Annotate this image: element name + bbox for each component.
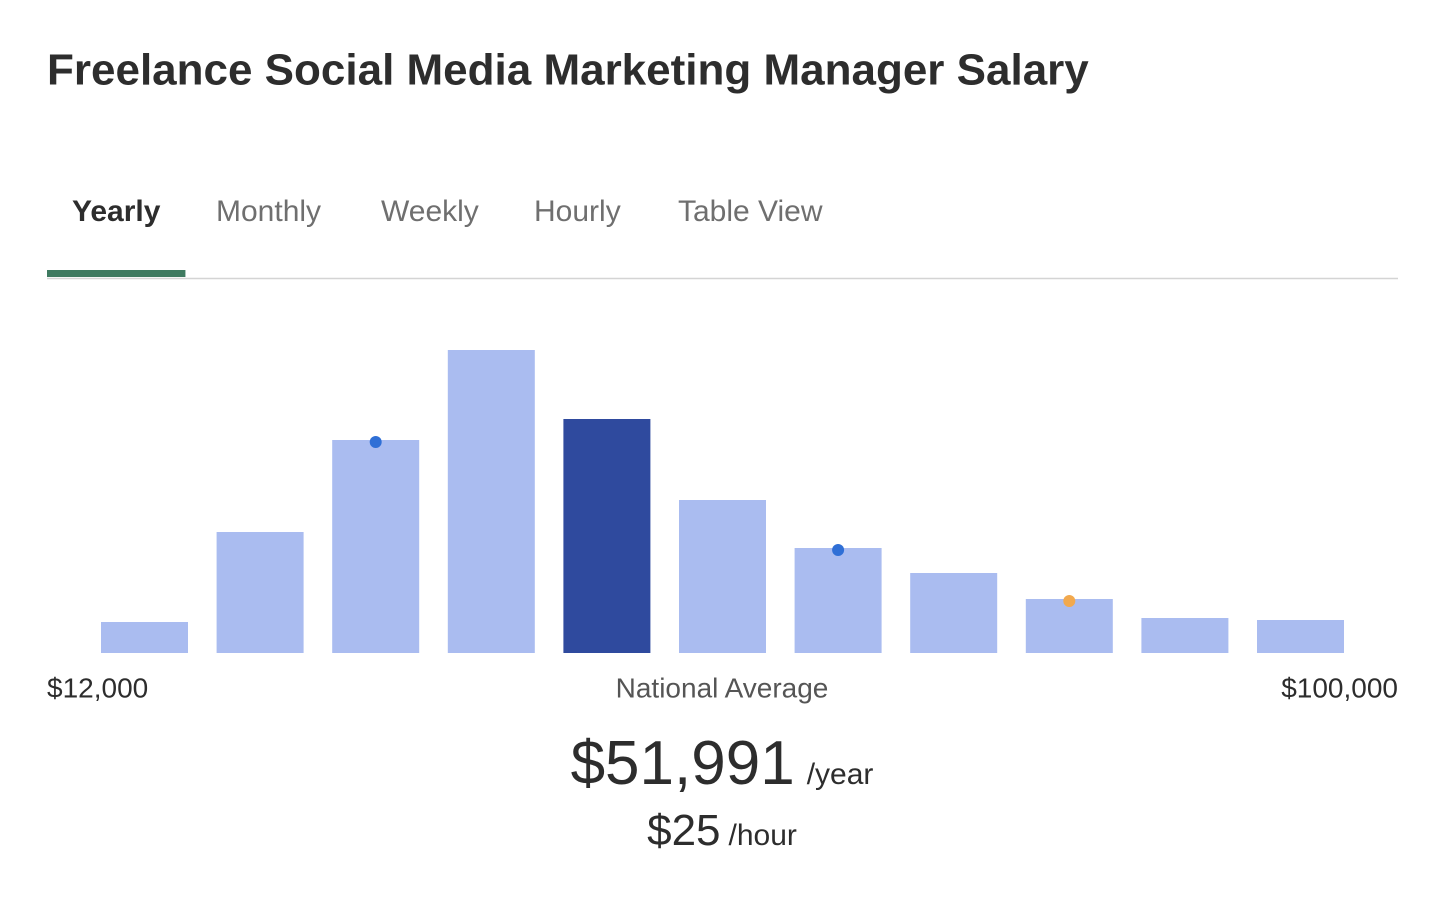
bar xyxy=(447,350,535,653)
average-label: National Average xyxy=(616,672,829,703)
hourly-unit: /hour xyxy=(728,819,797,852)
active-tab-indicator xyxy=(47,270,186,277)
bar xyxy=(1141,618,1229,653)
bar xyxy=(910,573,998,653)
bar xyxy=(563,419,651,653)
tab[interactable]: Weekly xyxy=(381,195,479,228)
tab[interactable]: Monthly xyxy=(216,195,321,228)
bar xyxy=(216,532,304,653)
bar xyxy=(679,500,766,653)
tab[interactable]: Yearly xyxy=(72,195,161,228)
bar-marker xyxy=(1063,595,1076,607)
bar xyxy=(332,440,420,653)
x-tick-label: $100,000 xyxy=(1281,672,1398,703)
bar xyxy=(1257,620,1344,653)
bar-marker xyxy=(832,544,845,556)
hourly-average: $25 /hour xyxy=(0,806,1444,856)
tab[interactable]: Table View xyxy=(678,195,823,228)
yearly-amount: $51,991 xyxy=(570,729,795,798)
x-tick-label: $12,000 xyxy=(47,672,148,703)
bar xyxy=(1025,599,1113,653)
tab[interactable]: Hourly xyxy=(534,195,621,228)
hourly-amount: $25 xyxy=(647,806,721,855)
bar xyxy=(794,548,882,653)
bar xyxy=(101,622,188,653)
title: Freelance Social Media Marketing Manager… xyxy=(47,46,1089,95)
yearly-unit: /year xyxy=(806,758,874,791)
yearly-average: $51,991 /year xyxy=(0,728,1444,799)
bar-marker xyxy=(369,436,382,448)
